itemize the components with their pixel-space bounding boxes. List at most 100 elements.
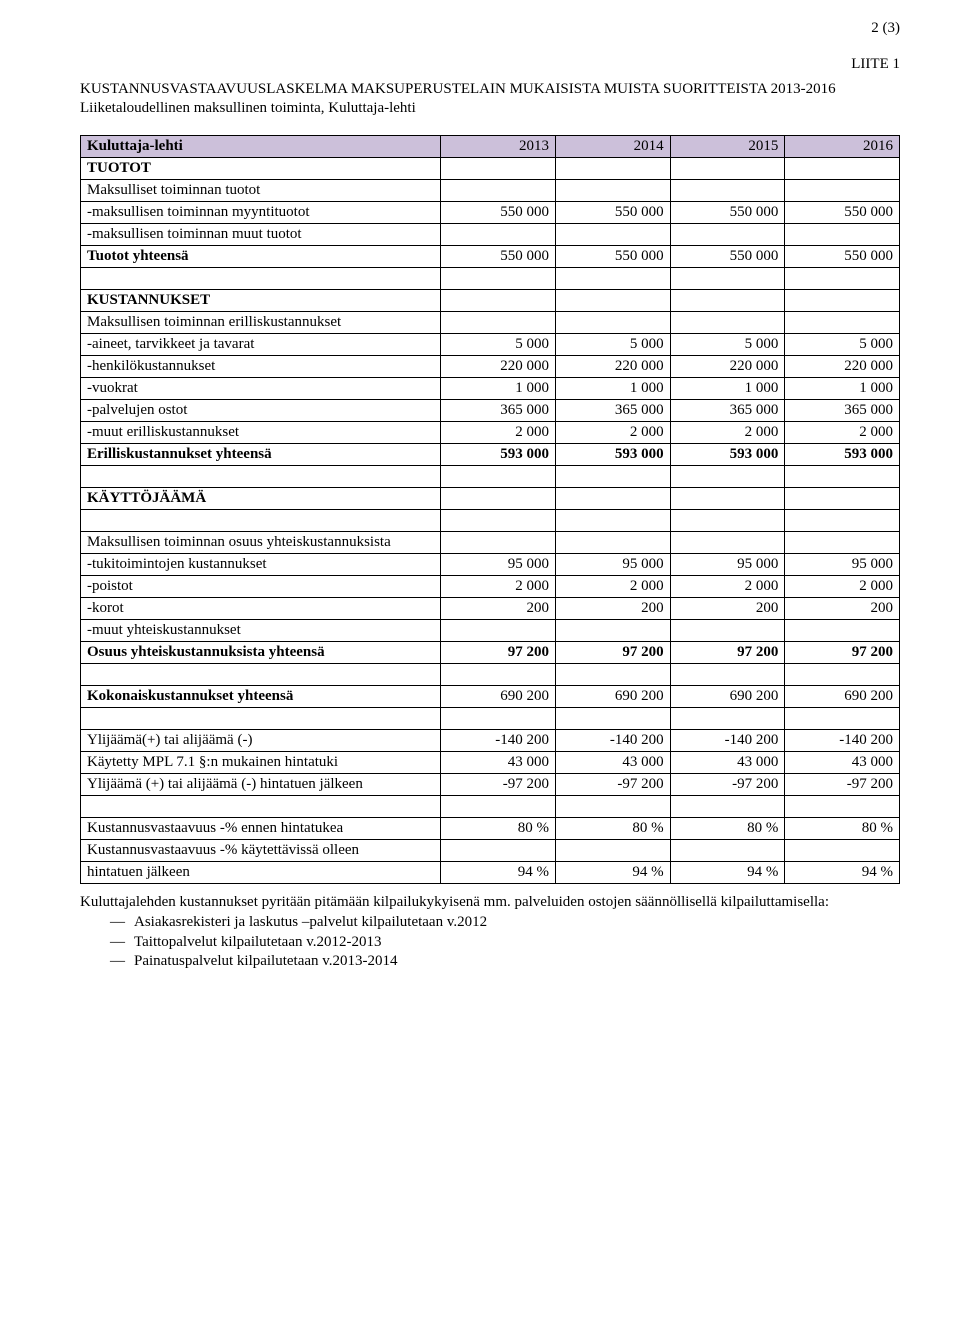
- table-row: -muut erilliskustannukset 2 000 2 000 2 …: [81, 422, 900, 444]
- cell-value: 220 000: [670, 356, 785, 378]
- cell-value: 2 000: [670, 422, 785, 444]
- cell-value: 94 %: [441, 862, 556, 884]
- blank-row: [81, 268, 900, 290]
- table-row: -henkilökustannukset 220 000 220 000 220…: [81, 356, 900, 378]
- cell-value: 550 000: [670, 202, 785, 224]
- cell-value: 43 000: [441, 752, 556, 774]
- section-heading: TUOTOT: [81, 158, 441, 180]
- cell-value: 5 000: [670, 334, 785, 356]
- table-row: -palvelujen ostot 365 000 365 000 365 00…: [81, 400, 900, 422]
- table-row: hintatuen jälkeen 94 % 94 % 94 % 94 %: [81, 862, 900, 884]
- footer-bullet-list: Asiakasrekisteri ja laskutus –palvelut k…: [110, 913, 900, 972]
- cell-value: 1 000: [441, 378, 556, 400]
- cell-value: 97 200: [441, 642, 556, 664]
- cell-value: 220 000: [785, 356, 900, 378]
- header-year-3: 2015: [670, 136, 785, 158]
- cell-value: 550 000: [441, 246, 556, 268]
- header-year-1: 2013: [441, 136, 556, 158]
- blank-row: [81, 796, 900, 818]
- cell-value: 550 000: [441, 202, 556, 224]
- header-year-4: 2016: [785, 136, 900, 158]
- cell-value: 95 000: [556, 554, 671, 576]
- cell-value: 80 %: [441, 818, 556, 840]
- cell-value: 550 000: [670, 246, 785, 268]
- cell-value: 200: [785, 598, 900, 620]
- cell-value: -97 200: [785, 774, 900, 796]
- row-label: Käytetty MPL 7.1 §:n mukainen hintatuki: [81, 752, 441, 774]
- table-row: Käytetty MPL 7.1 §:n mukainen hintatuki …: [81, 752, 900, 774]
- table-row: Erilliskustannukset yhteensä 593 000 593…: [81, 444, 900, 466]
- cell-value: 690 200: [670, 686, 785, 708]
- row-label: Ylijäämä (+) tai alijäämä (-) hintatuen …: [81, 774, 441, 796]
- table-row: Maksulliset toiminnan tuotot: [81, 180, 900, 202]
- table-row: Kustannusvastaavuus -% ennen hintatukea …: [81, 818, 900, 840]
- table-row: KÄYTTÖJÄÄMÄ: [81, 488, 900, 510]
- cell-value: 94 %: [670, 862, 785, 884]
- table-row: Osuus yhteiskustannuksista yhteensä 97 2…: [81, 642, 900, 664]
- cell-value: 43 000: [556, 752, 671, 774]
- cell-value: 80 %: [670, 818, 785, 840]
- cell-value: 1 000: [785, 378, 900, 400]
- cell-value: 43 000: [670, 752, 785, 774]
- row-label: Kustannusvastaavuus -% ennen hintatukea: [81, 818, 441, 840]
- row-label: -maksullisen toiminnan muut tuotot: [81, 224, 441, 246]
- doc-title: KUSTANNUSVASTAAVUUSLASKELMA MAKSUPERUSTE…: [80, 81, 900, 98]
- list-item: Asiakasrekisteri ja laskutus –palvelut k…: [110, 913, 900, 933]
- cell-value: 1 000: [556, 378, 671, 400]
- cell-value: 365 000: [670, 400, 785, 422]
- cell-value: 593 000: [670, 444, 785, 466]
- row-label: -tukitoimintojen kustannukset: [81, 554, 441, 576]
- blank-row: [81, 664, 900, 686]
- cell-value: 2 000: [785, 576, 900, 598]
- appendix-label: LIITE 1: [80, 56, 900, 73]
- section-heading: KÄYTTÖJÄÄMÄ: [81, 488, 441, 510]
- cell-value: 80 %: [785, 818, 900, 840]
- cell-value: 97 200: [670, 642, 785, 664]
- cell-value: -140 200: [785, 730, 900, 752]
- cell-value: 365 000: [785, 400, 900, 422]
- cell-value: 5 000: [785, 334, 900, 356]
- table-row: -maksullisen toiminnan muut tuotot: [81, 224, 900, 246]
- table-row: -muut yhteiskustannukset: [81, 620, 900, 642]
- cell-value: 2 000: [785, 422, 900, 444]
- row-label: -henkilökustannukset: [81, 356, 441, 378]
- blank-row: [81, 510, 900, 532]
- cell-value: 200: [441, 598, 556, 620]
- row-label: -maksullisen toiminnan myyntituotot: [81, 202, 441, 224]
- cell-value: 95 000: [785, 554, 900, 576]
- cell-value: 550 000: [556, 246, 671, 268]
- cell-value: 94 %: [556, 862, 671, 884]
- cell-value: 593 000: [785, 444, 900, 466]
- cell-value: 1 000: [670, 378, 785, 400]
- row-label: hintatuen jälkeen: [81, 862, 441, 884]
- cell-value: 365 000: [441, 400, 556, 422]
- table-row: -vuokrat 1 000 1 000 1 000 1 000: [81, 378, 900, 400]
- row-label: Ylijäämä(+) tai alijäämä (-): [81, 730, 441, 752]
- cell-value: 94 %: [785, 862, 900, 884]
- cell-value: 550 000: [785, 202, 900, 224]
- blank-row: [81, 708, 900, 730]
- doc-subtitle: Liiketaloudellinen maksullinen toiminta,…: [80, 100, 900, 117]
- table-row: -poistot 2 000 2 000 2 000 2 000: [81, 576, 900, 598]
- table-row: Maksullisen toiminnan osuus yhteiskustan…: [81, 532, 900, 554]
- cell-value: -140 200: [670, 730, 785, 752]
- blank-row: [81, 466, 900, 488]
- table-row: Kustannusvastaavuus -% käytettävissä oll…: [81, 840, 900, 862]
- row-label: -muut yhteiskustannukset: [81, 620, 441, 642]
- list-item: Taittopalvelut kilpailutetaan v.2012-201…: [110, 933, 900, 953]
- row-label: Kustannusvastaavuus -% käytettävissä oll…: [81, 840, 441, 862]
- cell-value: -140 200: [556, 730, 671, 752]
- cell-value: 5 000: [556, 334, 671, 356]
- row-label: Maksulliset toiminnan tuotot: [81, 180, 441, 202]
- cell-value: 97 200: [785, 642, 900, 664]
- header-label: Kuluttaja-lehti: [81, 136, 441, 158]
- cell-value: 5 000: [441, 334, 556, 356]
- row-label: -palvelujen ostot: [81, 400, 441, 422]
- cell-value: -140 200: [441, 730, 556, 752]
- table-row: -aineet, tarvikkeet ja tavarat 5 000 5 0…: [81, 334, 900, 356]
- row-label: -muut erilliskustannukset: [81, 422, 441, 444]
- cell-value: 95 000: [441, 554, 556, 576]
- row-label: Osuus yhteiskustannuksista yhteensä: [81, 642, 441, 664]
- header-year-2: 2014: [556, 136, 671, 158]
- cell-value: 690 200: [441, 686, 556, 708]
